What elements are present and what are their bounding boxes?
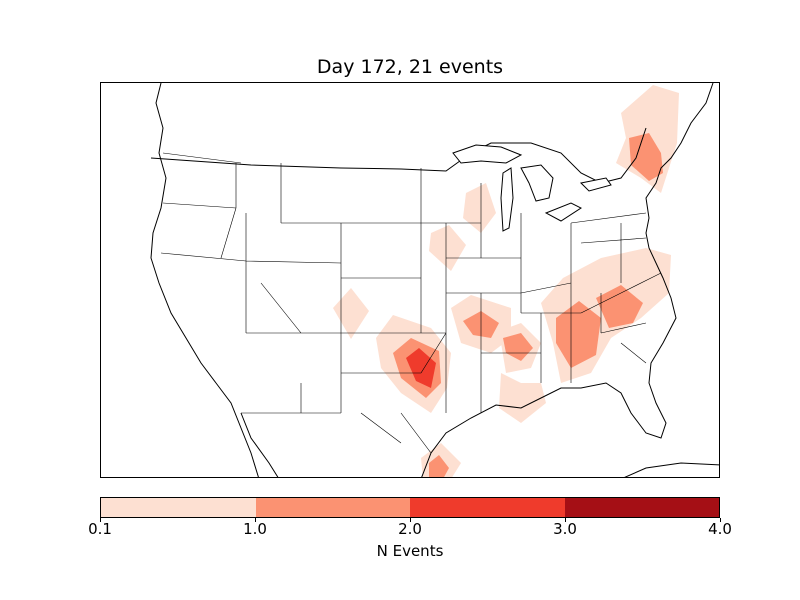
west-coast-line: [150, 83, 259, 477]
event-region-iowa: [429, 225, 466, 271]
colorbar-segment: [410, 498, 565, 517]
colorbar-tick-label: 3.0: [553, 520, 577, 538]
canada-border: [150, 127, 647, 184]
cuba-coast-line: [624, 462, 719, 477]
colorbar-label: N Events: [376, 542, 444, 560]
colorbar-segment: [255, 498, 410, 517]
colorbar-tick-label: 4.0: [708, 520, 732, 538]
event-region-wisconsin: [463, 183, 496, 233]
event-density-layer: [333, 85, 679, 477]
gulf-coast-line: [421, 83, 714, 477]
lake-huron: [520, 164, 554, 202]
map-svg: [150, 83, 719, 477]
colorbar-tick: [564, 518, 566, 522]
event-region-gulf-coast: [499, 373, 546, 423]
mexico-coast-line: [240, 412, 279, 477]
map-panel: [100, 82, 720, 478]
coastline-layer: [150, 83, 719, 477]
event-region-mississippi-core: [503, 333, 533, 361]
colorbar-tick-label: 0.1: [88, 520, 112, 538]
lake-erie: [544, 202, 583, 222]
lake-ontario: [579, 177, 612, 192]
colorbar-tick-label: 2.0: [398, 520, 422, 538]
event-region-georgia: [556, 301, 601, 368]
state-borders-layer: [160, 152, 662, 454]
event-region-new-mexico: [333, 288, 369, 339]
colorbar-tick: [409, 518, 411, 522]
colorbar: [100, 497, 720, 518]
lake-superior: [452, 144, 523, 164]
lake-michigan: [500, 167, 514, 232]
map-title: Day 172, 21 events: [316, 56, 504, 78]
colorbar-tick-label: 1.0: [243, 520, 267, 538]
colorbar-segment: [564, 498, 719, 517]
event-region-carolinas: [596, 285, 643, 328]
event-region-oklahoma-core: [406, 348, 436, 388]
event-region-new-hampshire: [629, 133, 663, 181]
colorbar-tick: [254, 518, 256, 522]
event-region-south-texas-core: [429, 455, 449, 477]
state-border-lines: [160, 152, 662, 454]
great-lakes-layer: [452, 144, 612, 232]
colorbar-tick: [719, 518, 721, 522]
colorbar-tick: [99, 518, 101, 522]
colorbar-segment: [101, 498, 256, 517]
